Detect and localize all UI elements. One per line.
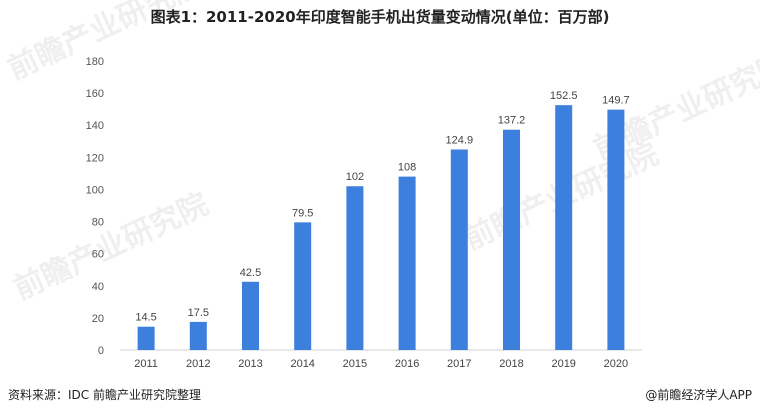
data-label: 124.9: [446, 134, 474, 146]
bar: [503, 129, 520, 350]
x-tick-label: 2019: [551, 358, 575, 370]
x-tick-label: 2011: [134, 358, 158, 370]
x-tick-label: 2020: [604, 358, 628, 370]
bar: [189, 321, 207, 350]
data-label: 17.5: [188, 307, 209, 319]
data-label: 137.2: [498, 115, 526, 127]
data-label: 108: [398, 162, 416, 174]
y-tick-label: 20: [92, 313, 104, 325]
y-tick-label: 40: [92, 281, 104, 293]
data-label: 14.5: [135, 312, 156, 324]
y-tick-label: 120: [86, 152, 104, 164]
y-tick-label: 160: [86, 88, 104, 100]
x-tick-label: 2013: [238, 358, 262, 370]
data-label: 152.5: [550, 90, 578, 102]
y-tick-label: 60: [92, 249, 104, 261]
y-tick-label: 0: [98, 345, 104, 357]
bar: [137, 326, 155, 350]
bar: [294, 222, 312, 350]
data-label: 42.5: [240, 267, 261, 279]
bar: [607, 109, 625, 350]
brand-credit: @前瞻经济学人APP: [645, 388, 752, 402]
source-note: 资料来源：IDC 前瞻产业研究院整理: [8, 388, 201, 402]
bar: [555, 105, 573, 351]
data-label: 102: [346, 171, 364, 183]
bar: [450, 149, 468, 350]
bar: [398, 176, 416, 350]
watermark-text: 前瞻产业研究院: [3, 0, 208, 87]
bar: [346, 186, 364, 350]
x-tick-label: 2016: [395, 358, 419, 370]
x-tick-label: 2015: [343, 358, 367, 370]
y-tick-label: 140: [86, 120, 104, 132]
chart-title: 图表1：2011-2020年印度智能手机出货量变动情况(单位：百万部): [150, 8, 610, 26]
y-tick-label: 100: [86, 184, 104, 196]
bar: [242, 281, 259, 350]
x-tick-label: 2012: [186, 358, 210, 370]
x-tick-label: 2018: [499, 358, 523, 370]
y-tick-label: 180: [86, 56, 104, 68]
x-tick-label: 2014: [290, 358, 314, 370]
x-tick-label: 2017: [447, 358, 471, 370]
watermark-text: 前瞻产业研究院: [9, 187, 214, 307]
data-label: 79.5: [292, 207, 313, 219]
data-label: 149.7: [602, 95, 630, 107]
y-tick-label: 80: [92, 217, 104, 229]
